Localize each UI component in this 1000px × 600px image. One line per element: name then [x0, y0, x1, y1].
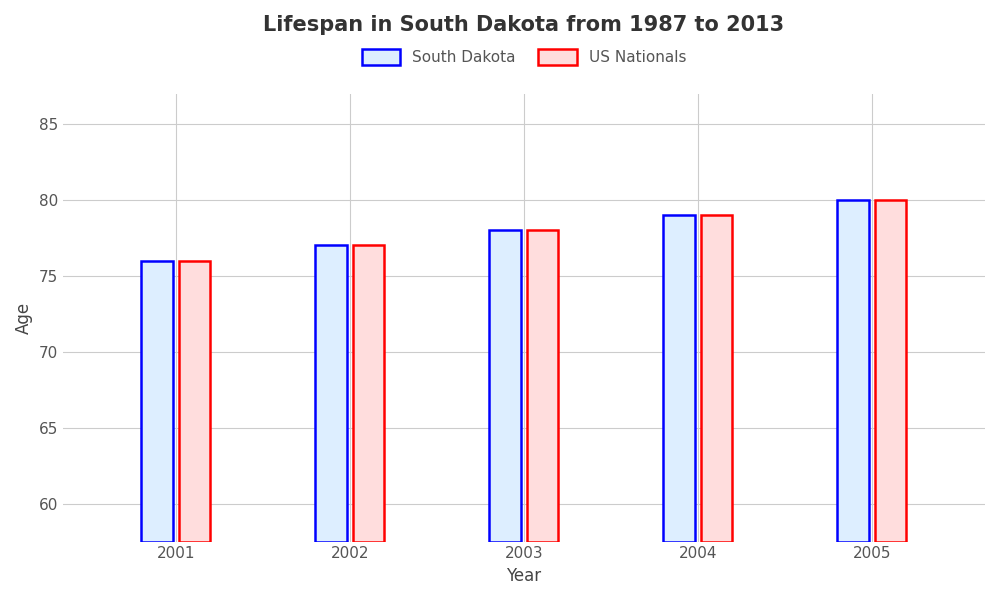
Y-axis label: Age: Age [15, 301, 33, 334]
X-axis label: Year: Year [506, 567, 541, 585]
Bar [837, 200, 869, 542]
Title: Lifespan in South Dakota from 1987 to 2013: Lifespan in South Dakota from 1987 to 20… [263, 15, 784, 35]
Bar [353, 245, 384, 542]
Bar [701, 215, 732, 542]
Bar [663, 215, 695, 542]
Bar [141, 260, 173, 542]
Bar [179, 260, 210, 542]
Bar [315, 245, 347, 542]
Bar [875, 200, 906, 542]
Bar [489, 230, 521, 542]
Bar [527, 230, 558, 542]
Legend: South Dakota, US Nationals: South Dakota, US Nationals [355, 43, 692, 71]
